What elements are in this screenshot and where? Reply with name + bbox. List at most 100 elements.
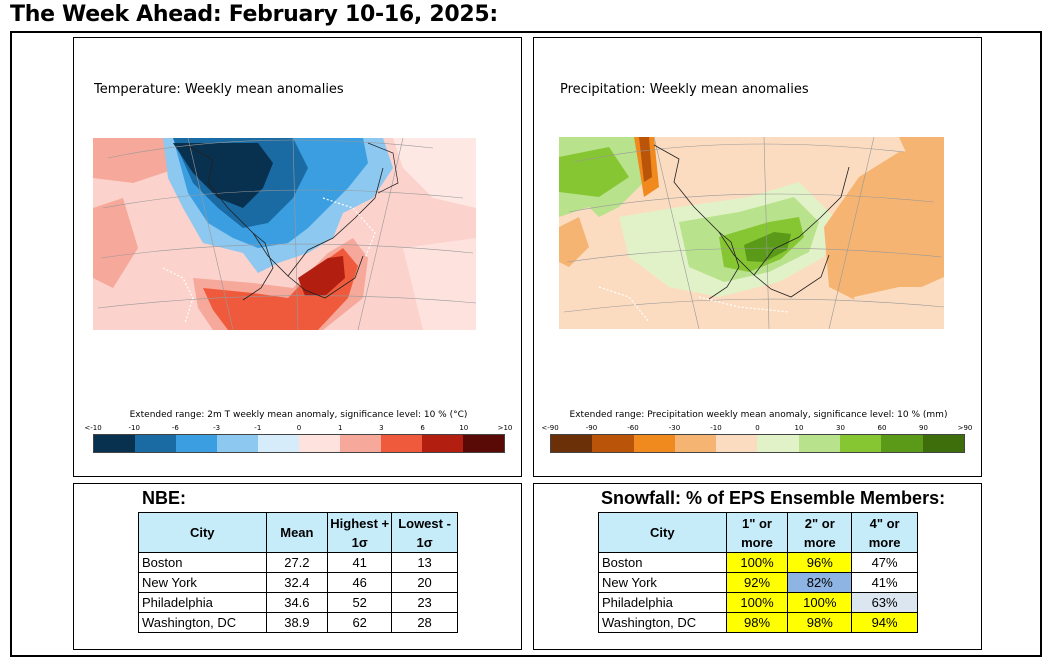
mean-cell: 38.9 (265, 612, 329, 633)
table-row: New York 32.4 46 20 (138, 572, 458, 593)
column-header-1in: 1" or more (725, 512, 789, 553)
temperature-colorbar-ticks: <-10 -10 -6 -3 -1 0 1 3 6 10 >10 (84, 424, 512, 434)
precipitation-colorbar-tick-label: -30 (668, 424, 681, 432)
column-header-highest-line2: 1σ (351, 534, 368, 550)
lowest-cell: 13 (391, 552, 458, 573)
temperature-colorbar-tick-label: 1 (337, 424, 343, 432)
mean-cell: 34.6 (265, 592, 329, 613)
page-title: The Week Ahead: February 10-16, 2025: (10, 2, 498, 27)
temperature-colorbar-swatch (135, 435, 176, 452)
one-inch-cell: 98% (725, 612, 789, 633)
temperature-colorbar-tick-label: -6 (171, 424, 179, 432)
city-cell: New York (138, 572, 267, 593)
highest-cell: 62 (327, 612, 393, 633)
temperature-colorbar-swatch (258, 435, 299, 452)
table-row: Washington, DC 38.9 62 28 (138, 612, 458, 633)
precipitation-colorbar-swatch (633, 435, 675, 452)
temperature-colorbar-swatch (217, 435, 258, 452)
temperature-panel-title: Temperature: Weekly mean anomalies (94, 82, 344, 97)
temperature-colorbar-tick-label: 0 (296, 424, 302, 432)
one-inch-cell: 100% (725, 592, 789, 613)
precipitation-colorbar-swatch (716, 435, 758, 452)
temperature-colorbar-swatch (176, 435, 217, 452)
lowest-cell: 23 (391, 592, 458, 613)
precipitation-colorbar-tick-label: >90 (957, 424, 973, 432)
precipitation-colorbar-swatch (840, 435, 882, 452)
highest-cell: 46 (327, 572, 393, 593)
temperature-colorbar-swatch (381, 435, 422, 452)
table-row: Philadelphia 34.6 52 23 (138, 592, 458, 613)
nbe-table: City Mean Highest + 1σ Lowest - 1σ Boston … (138, 512, 458, 633)
temperature-colorbar-swatch (299, 435, 340, 452)
column-header-lowest-line1: Lowest - (398, 515, 451, 531)
two-inch-cell: 100% (787, 592, 853, 613)
lowest-cell: 28 (391, 612, 458, 633)
precipitation-colorbar-tick-label: 0 (755, 424, 760, 432)
precipitation-colorbar-swatch (881, 435, 923, 452)
temperature-colorbar-swatch (463, 435, 504, 452)
table-row: Boston 27.2 41 13 (138, 552, 458, 573)
snowfall-heading: Snowfall: % of EPS Ensemble Members: (601, 488, 946, 508)
temperature-colorbar-tick-label: -1 (254, 424, 262, 432)
precipitation-colorbar-swatch (922, 435, 964, 452)
column-header-2in: 2" or more (787, 512, 853, 553)
precipitation-colorbar-swatch (757, 435, 799, 452)
precipitation-colorbar-tick-label: 60 (877, 424, 887, 432)
four-inch-cell: 41% (851, 572, 918, 593)
temperature-colorbar-swatch (422, 435, 463, 452)
table-row: Boston 100% 96% 47% (598, 552, 918, 573)
four-inch-cell: 47% (851, 552, 918, 573)
city-cell: Washington, DC (138, 612, 267, 633)
city-cell: Boston (138, 552, 267, 573)
four-inch-cell: 94% (851, 612, 918, 633)
column-header-4in: 4" or more (851, 512, 918, 553)
precipitation-colorbar-caption: Extended range: Precipitation weekly mea… (569, 410, 948, 420)
highest-cell: 52 (327, 592, 393, 613)
column-header-1in-line2: more (741, 534, 773, 550)
column-header-lowest-line2: 1σ (416, 534, 433, 550)
temperature-colorbar-caption: Extended range: 2m T weekly mean anomaly… (129, 410, 468, 420)
temperature-colorbar-tick-label: -10 (128, 424, 140, 432)
precipitation-colorbar-tick-label: -90 (585, 424, 598, 432)
snowfall-panel: Snowfall: % of EPS Ensemble Members: Cit… (533, 483, 982, 650)
precipitation-anomaly-map (559, 136, 945, 330)
content-frame (10, 31, 1042, 657)
precipitation-colorbar-ticks: <-90 -90 -60 -30 -10 0 10 30 60 90 >90 (541, 424, 972, 434)
temperature-colorbar-swatch (340, 435, 381, 452)
column-header-2in-line2: more (803, 534, 836, 550)
precipitation-colorbar-tick-label: -60 (627, 424, 639, 432)
precipitation-colorbar-tick-label: -10 (710, 424, 722, 432)
snowfall-table: City 1" or more 2" or more 4" or more Bosto… (598, 512, 918, 633)
column-header-lowest: Lowest - 1σ (391, 512, 458, 553)
one-inch-cell: 92% (725, 572, 789, 593)
four-inch-cell: 63% (851, 592, 918, 613)
precipitation-colorbar-tick-label: 30 (836, 424, 845, 432)
temperature-colorbar-tick-label: 3 (379, 424, 384, 432)
city-cell: Philadelphia (598, 592, 727, 613)
nbe-panel: NBE: City Mean Highest + 1σ Lowest - 1σ Bo… (73, 483, 522, 650)
lowest-cell: 20 (391, 572, 458, 593)
precipitation-colorbar (550, 434, 965, 453)
city-cell: Washington, DC (598, 612, 727, 633)
column-header-city: City (598, 512, 727, 553)
two-inch-cell: 96% (787, 552, 853, 573)
mean-cell: 27.2 (265, 552, 329, 573)
precipitation-colorbar-tick-label: 10 (794, 424, 804, 432)
temperature-panel: Temperature: Weekly mean anomalies (73, 37, 522, 477)
precipitation-colorbar-tick-label: <-90 (541, 424, 559, 432)
table-row: New York 92% 82% 41% (598, 572, 918, 593)
city-cell: New York (598, 572, 727, 593)
temperature-colorbar-swatch (94, 435, 135, 452)
temperature-colorbar-tick-label: 6 (420, 424, 425, 432)
precipitation-colorbar-tick-label: 90 (919, 424, 928, 432)
one-inch-cell: 100% (725, 552, 789, 573)
two-inch-cell: 98% (787, 612, 853, 633)
temperature-colorbar-tick-label: -3 (213, 424, 221, 432)
temperature-colorbar-tick-label: 10 (459, 424, 469, 432)
column-header-mean: Mean (265, 512, 329, 553)
table-row: Washington, DC 98% 98% 94% (598, 612, 918, 633)
temperature-colorbar (93, 434, 505, 453)
precipitation-colorbar-swatch (798, 435, 841, 452)
precipitation-panel-title: Precipitation: Weekly mean anomalies (560, 82, 809, 97)
highest-cell: 41 (327, 552, 393, 573)
